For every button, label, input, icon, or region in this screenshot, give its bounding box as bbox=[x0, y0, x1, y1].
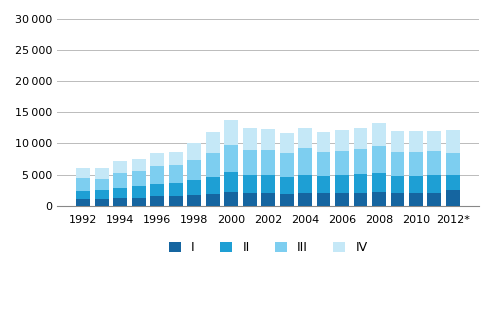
Bar bbox=[446, 174, 460, 190]
Bar bbox=[335, 151, 349, 175]
Bar bbox=[132, 186, 146, 197]
Bar bbox=[187, 160, 201, 180]
Bar bbox=[113, 198, 127, 206]
Bar bbox=[243, 150, 256, 174]
Bar bbox=[224, 145, 238, 172]
Bar bbox=[372, 123, 386, 146]
Bar bbox=[150, 166, 164, 184]
Bar bbox=[391, 152, 405, 176]
Bar bbox=[150, 184, 164, 196]
Bar bbox=[261, 193, 275, 206]
Bar bbox=[206, 154, 220, 177]
Bar bbox=[427, 175, 441, 193]
Bar bbox=[113, 161, 127, 173]
Bar bbox=[243, 174, 256, 193]
Bar bbox=[187, 180, 201, 195]
Bar bbox=[391, 176, 405, 193]
Bar bbox=[224, 172, 238, 192]
Bar bbox=[391, 193, 405, 206]
Bar bbox=[317, 176, 330, 193]
Bar bbox=[132, 172, 146, 186]
Bar bbox=[280, 153, 293, 177]
Bar bbox=[206, 194, 220, 206]
Bar bbox=[317, 132, 330, 152]
Bar bbox=[243, 193, 256, 206]
Bar bbox=[169, 196, 183, 206]
Bar bbox=[187, 195, 201, 206]
Bar bbox=[150, 153, 164, 166]
Bar bbox=[224, 120, 238, 145]
Bar bbox=[113, 188, 127, 198]
Bar bbox=[335, 193, 349, 206]
Bar bbox=[95, 199, 109, 206]
Bar bbox=[206, 177, 220, 194]
Bar bbox=[372, 146, 386, 173]
Bar bbox=[298, 193, 312, 206]
Bar bbox=[372, 173, 386, 192]
Bar bbox=[280, 194, 293, 206]
Bar bbox=[298, 128, 312, 148]
Bar bbox=[409, 152, 423, 176]
Bar bbox=[335, 175, 349, 193]
Bar bbox=[446, 190, 460, 206]
Bar bbox=[446, 130, 460, 153]
Bar bbox=[224, 192, 238, 206]
Bar bbox=[298, 174, 312, 193]
Bar bbox=[354, 129, 368, 149]
Bar bbox=[132, 197, 146, 206]
Bar bbox=[206, 132, 220, 154]
Bar bbox=[261, 129, 275, 150]
Bar bbox=[372, 192, 386, 206]
Bar bbox=[95, 178, 109, 190]
Bar bbox=[354, 174, 368, 193]
Bar bbox=[243, 128, 256, 150]
Bar bbox=[298, 148, 312, 174]
Bar bbox=[427, 131, 441, 151]
Bar bbox=[187, 143, 201, 160]
Bar bbox=[427, 193, 441, 206]
Bar bbox=[95, 168, 109, 178]
Bar bbox=[354, 193, 368, 206]
Bar bbox=[335, 130, 349, 151]
Bar bbox=[261, 175, 275, 193]
Bar bbox=[169, 183, 183, 196]
Bar bbox=[446, 153, 460, 174]
Bar bbox=[132, 159, 146, 172]
Bar bbox=[95, 190, 109, 199]
Bar bbox=[391, 131, 405, 152]
Bar bbox=[409, 193, 423, 206]
Bar bbox=[113, 173, 127, 188]
Bar bbox=[169, 165, 183, 183]
Bar bbox=[77, 168, 90, 178]
Bar bbox=[169, 152, 183, 165]
Bar bbox=[409, 176, 423, 193]
Bar bbox=[77, 199, 90, 206]
Bar bbox=[280, 177, 293, 194]
Bar bbox=[280, 133, 293, 153]
Bar bbox=[409, 131, 423, 152]
Bar bbox=[427, 151, 441, 175]
Bar bbox=[261, 150, 275, 175]
Bar bbox=[150, 196, 164, 206]
Bar bbox=[77, 191, 90, 199]
Bar bbox=[317, 193, 330, 206]
Legend: I, II, III, IV: I, II, III, IV bbox=[164, 236, 372, 259]
Bar bbox=[317, 152, 330, 176]
Bar bbox=[77, 178, 90, 191]
Bar bbox=[354, 149, 368, 174]
